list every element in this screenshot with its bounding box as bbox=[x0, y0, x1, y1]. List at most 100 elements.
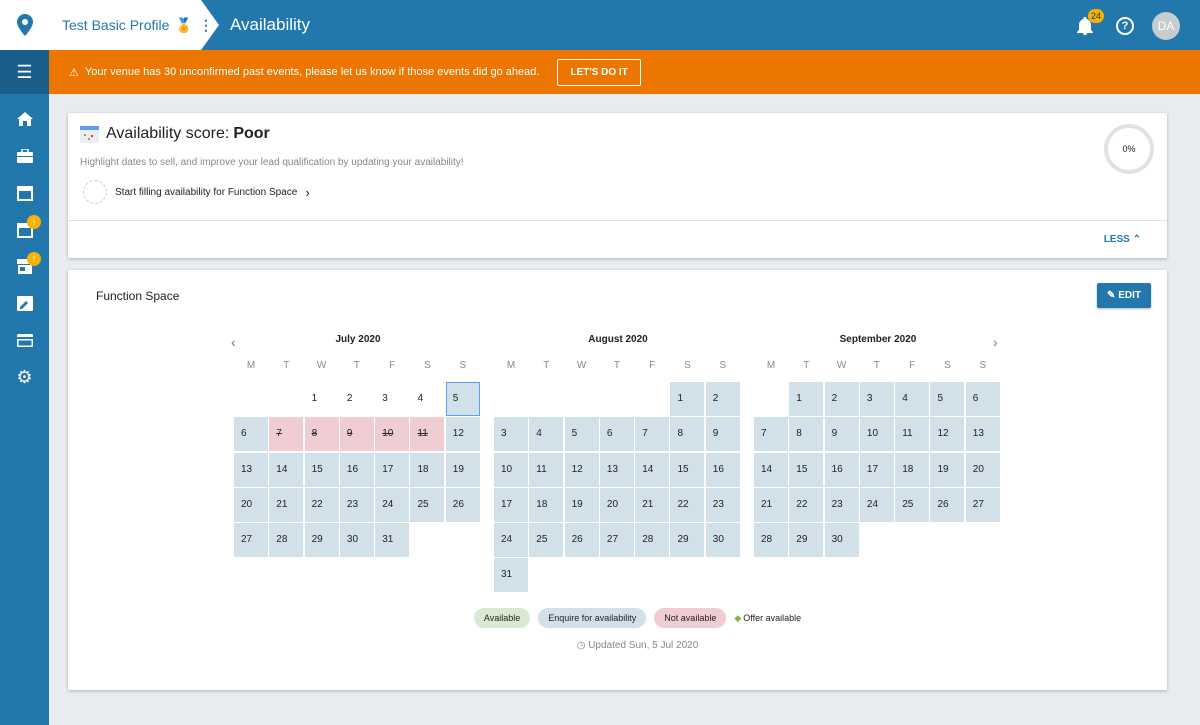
calendar-day[interactable]: 16 bbox=[824, 452, 859, 487]
calendar-day[interactable]: 29 bbox=[789, 523, 824, 558]
calendar-day[interactable]: 25 bbox=[410, 487, 445, 522]
calendar-day[interactable]: 30 bbox=[705, 523, 740, 558]
edit-icon[interactable] bbox=[0, 285, 49, 322]
home-icon[interactable] bbox=[0, 100, 49, 137]
calendar-day[interactable]: 18 bbox=[895, 452, 930, 487]
calendar-day[interactable]: 3 bbox=[494, 417, 528, 452]
calendar-day[interactable]: 23 bbox=[824, 487, 859, 522]
calendar-day[interactable]: 5 bbox=[445, 382, 480, 416]
calendar-day[interactable]: 7 bbox=[635, 417, 670, 452]
calendar-day[interactable]: 11 bbox=[529, 452, 564, 487]
calendar-day[interactable]: 16 bbox=[339, 452, 374, 487]
avatar[interactable]: DA bbox=[1152, 12, 1180, 40]
calendar-day[interactable]: 23 bbox=[705, 487, 740, 522]
calendar-day[interactable]: 30 bbox=[824, 523, 859, 558]
calendar-day[interactable]: 8 bbox=[789, 417, 824, 452]
calendar-day[interactable]: 19 bbox=[564, 487, 599, 522]
calendar-day[interactable]: 17 bbox=[494, 487, 528, 522]
calendar-day[interactable]: 14 bbox=[635, 452, 670, 487]
calendar-day[interactable]: 19 bbox=[445, 452, 480, 487]
edit-button[interactable]: ✎ EDIT bbox=[1097, 283, 1151, 308]
calendar-day[interactable]: 9 bbox=[339, 417, 374, 452]
calendar-day[interactable]: 4 bbox=[417, 393, 424, 404]
calendar-day[interactable]: 4 bbox=[529, 417, 564, 452]
gear-icon[interactable]: ⚙ bbox=[16, 367, 33, 387]
calendar-day[interactable]: 18 bbox=[529, 487, 564, 522]
calendar-day[interactable]: 31 bbox=[494, 558, 528, 593]
menu-icon[interactable]: ☰ bbox=[0, 50, 49, 94]
calendar-day[interactable]: 28 bbox=[269, 523, 304, 558]
calendar-day[interactable]: 14 bbox=[754, 452, 788, 487]
calendar-day[interactable]: 3 bbox=[382, 393, 388, 404]
calendar-day[interactable]: 19 bbox=[930, 452, 965, 487]
calendar-day[interactable]: 2 bbox=[705, 382, 740, 416]
calendar-day[interactable]: 15 bbox=[670, 452, 705, 487]
calendar-day[interactable]: 31 bbox=[375, 523, 410, 558]
calendar-day[interactable]: 17 bbox=[859, 452, 894, 487]
calendar-day[interactable]: 21 bbox=[635, 487, 670, 522]
calendar-day[interactable]: 15 bbox=[789, 452, 824, 487]
prev-month-button[interactable]: ‹ bbox=[231, 334, 236, 350]
calendar-warning-icon[interactable]: ! bbox=[0, 211, 49, 248]
calendar-day[interactable]: 15 bbox=[304, 452, 339, 487]
calendar-icon[interactable] bbox=[0, 174, 49, 211]
calendar-day[interactable]: 2 bbox=[346, 393, 353, 404]
calendar-day[interactable]: 5 bbox=[930, 382, 965, 416]
calendar-day[interactable]: 9 bbox=[705, 417, 740, 452]
calendar-day[interactable]: 25 bbox=[529, 523, 564, 558]
calendar-day[interactable]: 27 bbox=[965, 487, 1000, 522]
calendar-day[interactable]: 29 bbox=[304, 523, 339, 558]
calendar-day[interactable]: 1 bbox=[789, 382, 824, 416]
calendar-day[interactable]: 26 bbox=[930, 487, 965, 522]
calendar-day[interactable]: 28 bbox=[635, 523, 670, 558]
calendar-day[interactable]: 4 bbox=[895, 382, 930, 416]
calendar-day[interactable]: 23 bbox=[339, 487, 374, 522]
calendar-day[interactable]: 25 bbox=[895, 487, 930, 522]
calendar-day[interactable]: 8 bbox=[304, 417, 339, 452]
calendar-day[interactable]: 12 bbox=[930, 417, 965, 452]
calendar-day[interactable]: 5 bbox=[564, 417, 599, 452]
briefcase-icon[interactable] bbox=[0, 137, 49, 174]
calendar-day[interactable]: 6 bbox=[599, 417, 634, 452]
lets-do-it-button[interactable]: LET'S DO IT bbox=[557, 58, 641, 86]
calendar-day[interactable]: 22 bbox=[304, 487, 339, 522]
start-filling-link[interactable]: Start filling availability for Function … bbox=[83, 180, 310, 204]
calendar-day[interactable]: 6 bbox=[234, 417, 268, 452]
calendar-day[interactable]: 13 bbox=[234, 452, 268, 487]
calendar-day[interactable]: 10 bbox=[375, 417, 410, 452]
logo-pin-icon[interactable] bbox=[0, 0, 49, 50]
calendar-day[interactable]: 21 bbox=[754, 487, 788, 522]
calendar-day[interactable]: 18 bbox=[410, 452, 445, 487]
help-icon[interactable]: ? bbox=[1116, 17, 1134, 35]
store-icon[interactable]: ! bbox=[0, 248, 49, 285]
calendar-day[interactable]: 24 bbox=[494, 523, 528, 558]
calendar-day[interactable]: 7 bbox=[269, 417, 304, 452]
calendar-day[interactable]: 12 bbox=[564, 452, 599, 487]
calendar-day[interactable]: 29 bbox=[670, 523, 705, 558]
calendar-day[interactable]: 11 bbox=[895, 417, 930, 452]
calendar-day[interactable]: 22 bbox=[789, 487, 824, 522]
calendar-day[interactable]: 24 bbox=[375, 487, 410, 522]
calendar-day[interactable]: 22 bbox=[670, 487, 705, 522]
calendar-day[interactable]: 7 bbox=[754, 417, 788, 452]
calendar-day[interactable]: 26 bbox=[445, 487, 480, 522]
more-vert-icon[interactable]: ⋮ bbox=[198, 16, 213, 33]
calendar-day[interactable]: 6 bbox=[965, 382, 1000, 416]
calendar-day[interactable]: 27 bbox=[234, 523, 268, 558]
calendar-day[interactable]: 17 bbox=[375, 452, 410, 487]
calendar-day[interactable]: 13 bbox=[599, 452, 634, 487]
calendar-day[interactable]: 1 bbox=[670, 382, 705, 416]
calendar-day[interactable]: 20 bbox=[234, 487, 268, 522]
calendar-day[interactable]: 10 bbox=[494, 452, 528, 487]
credit-card-icon[interactable] bbox=[0, 322, 49, 359]
calendar-day[interactable]: 24 bbox=[859, 487, 894, 522]
calendar-day[interactable]: 28 bbox=[754, 523, 788, 558]
calendar-day[interactable]: 20 bbox=[965, 452, 1000, 487]
calendar-day[interactable]: 13 bbox=[965, 417, 1000, 452]
calendar-day[interactable]: 9 bbox=[824, 417, 859, 452]
calendar-day[interactable]: 3 bbox=[859, 382, 894, 416]
calendar-day[interactable]: 20 bbox=[599, 487, 634, 522]
calendar-day[interactable]: 1 bbox=[311, 393, 318, 404]
calendar-day[interactable]: 27 bbox=[599, 523, 634, 558]
calendar-day[interactable]: 21 bbox=[269, 487, 304, 522]
